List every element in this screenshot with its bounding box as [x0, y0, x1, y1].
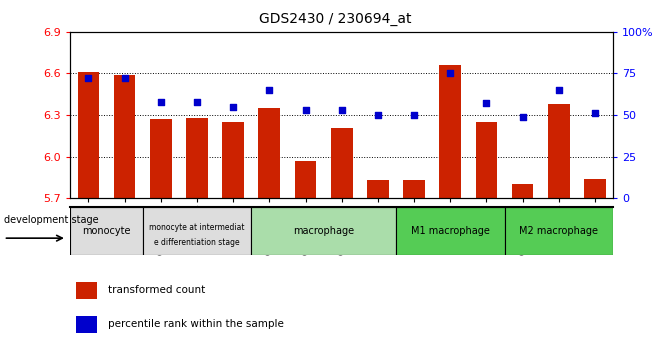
Point: [373, 112, 383, 118]
Bar: [70, 207, 143, 255]
Point: [590, 110, 600, 116]
Bar: [440, 65, 461, 198]
Point: [192, 99, 202, 104]
Bar: [512, 184, 533, 198]
Bar: [76, 281, 98, 299]
Bar: [548, 104, 570, 198]
Bar: [76, 316, 98, 333]
Point: [300, 107, 311, 113]
Text: macrophage: macrophage: [293, 226, 354, 236]
Bar: [78, 72, 99, 198]
Bar: [251, 207, 396, 255]
Text: monocyte at intermediat: monocyte at intermediat: [149, 223, 245, 232]
Point: [119, 76, 130, 81]
Text: transformed count: transformed count: [109, 285, 206, 295]
Point: [445, 71, 456, 76]
Point: [409, 112, 419, 118]
Text: M2 macrophage: M2 macrophage: [519, 226, 598, 236]
Bar: [476, 122, 497, 198]
Bar: [222, 122, 244, 198]
Bar: [150, 119, 172, 198]
Point: [264, 87, 275, 93]
Point: [553, 87, 564, 93]
Bar: [331, 127, 352, 198]
Text: development stage: development stage: [3, 216, 98, 225]
Bar: [143, 207, 251, 255]
Bar: [367, 180, 389, 198]
Point: [83, 76, 94, 81]
Bar: [186, 118, 208, 198]
Bar: [403, 180, 425, 198]
Bar: [114, 75, 135, 198]
Point: [155, 99, 166, 104]
Text: monocyte: monocyte: [82, 226, 131, 236]
Text: e differentiation stage: e differentiation stage: [154, 239, 240, 247]
Text: GDS2430 / 230694_at: GDS2430 / 230694_at: [259, 12, 411, 27]
Text: M1 macrophage: M1 macrophage: [411, 226, 490, 236]
Point: [228, 104, 239, 110]
Point: [517, 114, 528, 120]
Text: percentile rank within the sample: percentile rank within the sample: [109, 319, 284, 329]
Point: [336, 107, 347, 113]
Bar: [396, 207, 505, 255]
Bar: [259, 108, 280, 198]
Point: [481, 101, 492, 106]
Bar: [295, 161, 316, 198]
Bar: [505, 207, 613, 255]
Bar: [584, 179, 606, 198]
